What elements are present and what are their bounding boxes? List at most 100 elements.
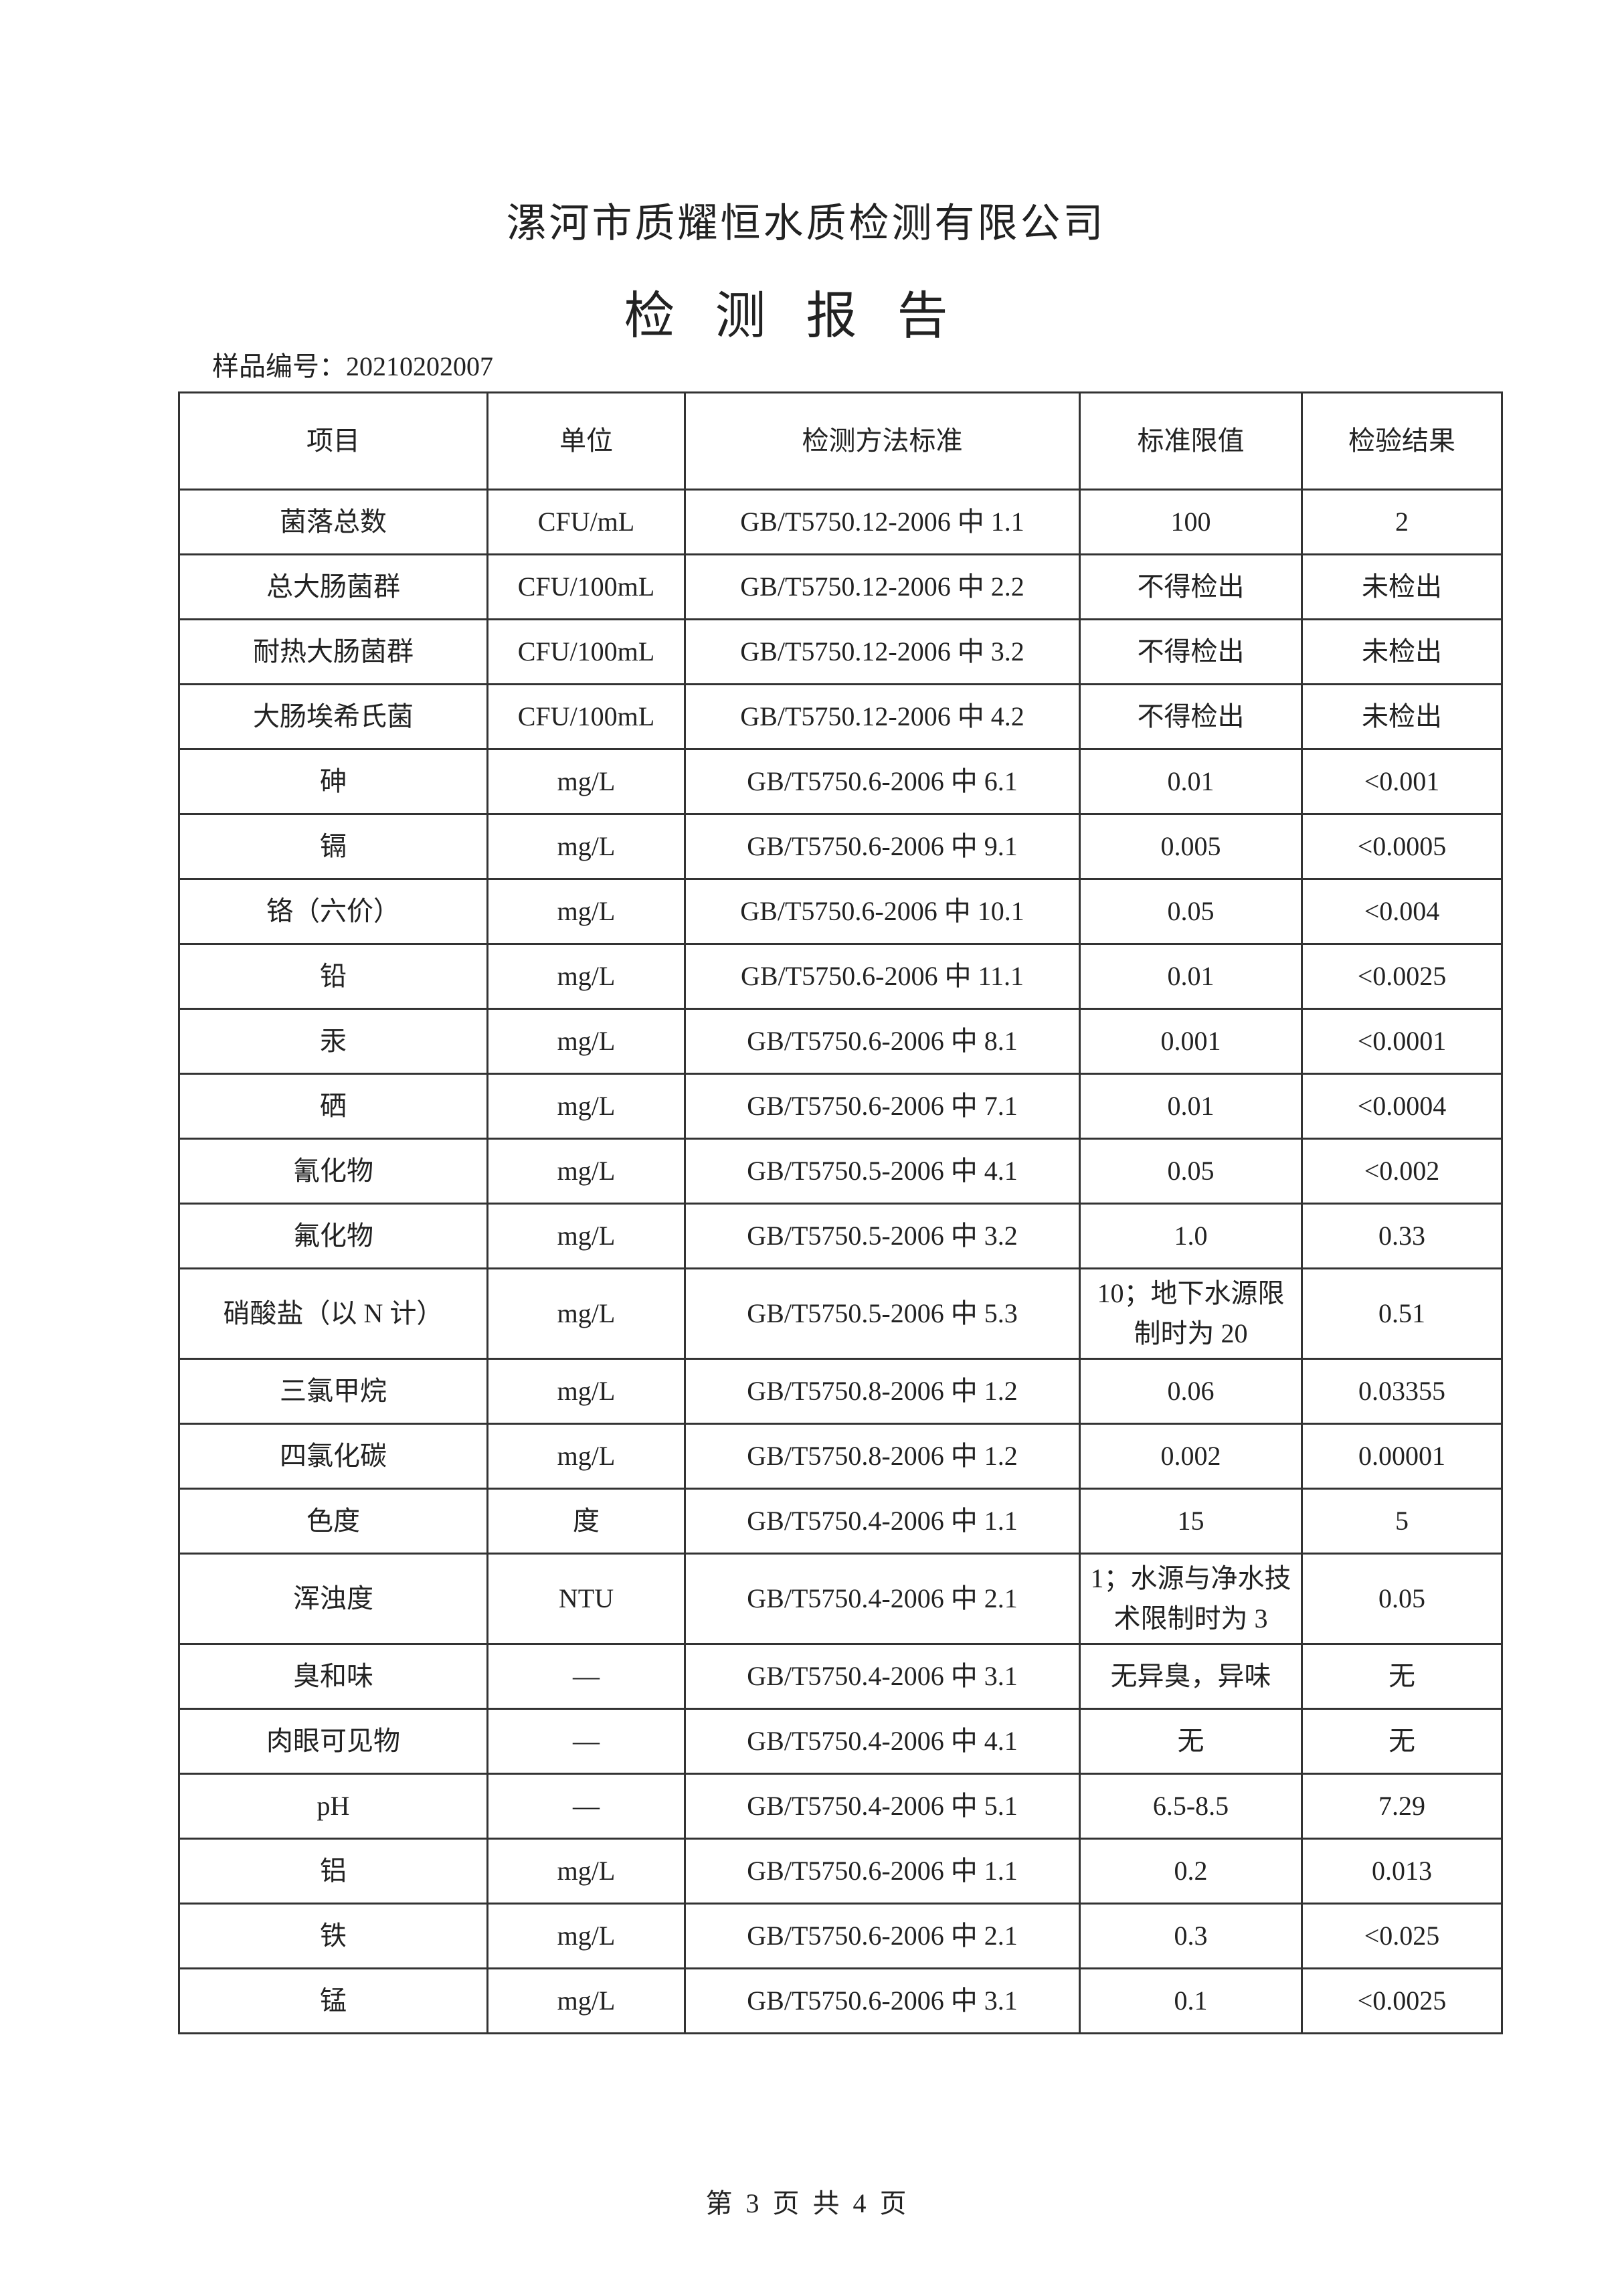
table-row: 氰化物 mg/L GB/T5750.5-2006 中 4.1 0.05 <0.002 bbox=[178, 1138, 1503, 1205]
table-cell: 无 bbox=[1301, 1643, 1503, 1710]
table-cell: mg/L bbox=[486, 1903, 686, 1969]
table-cell: 未检出 bbox=[1301, 618, 1503, 685]
table-cell: mg/L bbox=[486, 748, 686, 815]
table-cell: GB/T5750.6-2006 中 3.1 bbox=[684, 1967, 1081, 2034]
table-cell: 0.06 bbox=[1079, 1358, 1303, 1425]
table-cell: 0.00001 bbox=[1301, 1423, 1503, 1490]
table-cell: <0.0001 bbox=[1301, 1008, 1503, 1075]
table-cell: GB/T5750.4-2006 中 5.1 bbox=[684, 1773, 1081, 1840]
column-header: 单位 bbox=[486, 391, 686, 491]
table-cell: GB/T5750.5-2006 中 4.1 bbox=[684, 1138, 1081, 1205]
table-row: 肉眼可见物 — GB/T5750.4-2006 中 4.1 无无 bbox=[178, 1708, 1503, 1775]
table-cell: 0.05 bbox=[1301, 1553, 1503, 1645]
table-row: 色度度 GB/T5750.4-2006 中 1.1 15 5 bbox=[178, 1488, 1503, 1555]
table-cell: 大肠埃希氏菌 bbox=[178, 683, 488, 750]
table-cell: 镉 bbox=[178, 813, 488, 880]
table-cell: GB/T5750.6-2006 中 10.1 bbox=[684, 878, 1081, 945]
table-cell: GB/T5750.6-2006 中 7.1 bbox=[684, 1073, 1081, 1140]
table-cell: <0.001 bbox=[1301, 748, 1503, 815]
table-row: 菌落总数 CFU/mL GB/T5750.12-2006 中 1.1 100 2 bbox=[178, 489, 1503, 555]
table-cell: 0.01 bbox=[1079, 1073, 1303, 1140]
table-cell: 铝 bbox=[178, 1838, 488, 1905]
header-row: 项目 单位 检测方法标准 标准限值 检验结果 bbox=[178, 391, 1503, 491]
table-cell: <0.0005 bbox=[1301, 813, 1503, 880]
page-number: 第 3 页 共 4 页 bbox=[705, 2188, 907, 2218]
table-cell: 四氯化碳 bbox=[178, 1423, 488, 1490]
table-cell: mg/L bbox=[486, 1138, 686, 1205]
table-cell: 未检出 bbox=[1301, 683, 1503, 750]
table-row: 砷 mg/L GB/T5750.6-2006 中 6.1 0.01 <0.001 bbox=[178, 748, 1503, 815]
table-cell: GB/T5750.4-2006 中 4.1 bbox=[684, 1708, 1081, 1775]
table-cell: 氟化物 bbox=[178, 1203, 488, 1269]
table-cell: GB/T5750.6-2006 中 9.1 bbox=[684, 813, 1081, 880]
column-header: 标准限值 bbox=[1079, 391, 1303, 491]
table-cell: 7.29 bbox=[1301, 1773, 1503, 1840]
table-cell: CFU/100mL bbox=[486, 683, 686, 750]
table-cell: 无异臭，异味 bbox=[1079, 1643, 1303, 1710]
table-cell: mg/L bbox=[486, 813, 686, 880]
table-cell: 氰化物 bbox=[178, 1138, 488, 1205]
table-cell: mg/L bbox=[486, 1838, 686, 1905]
table-cell: 10；地下水源限制时为 20 bbox=[1079, 1267, 1303, 1360]
table-cell: — bbox=[486, 1708, 686, 1775]
table-cell: 1；水源与净水技术限制时为 3 bbox=[1079, 1553, 1303, 1645]
table-cell: 不得检出 bbox=[1079, 683, 1303, 750]
table-cell: 0.1 bbox=[1079, 1967, 1303, 2034]
table-cell: CFU/100mL bbox=[486, 553, 686, 620]
table-cell: GB/T5750.12-2006 中 3.2 bbox=[684, 618, 1081, 685]
table-cell: 0.2 bbox=[1079, 1838, 1303, 1905]
table-cell: 15 bbox=[1079, 1488, 1303, 1555]
table-cell: GB/T5750.6-2006 中 8.1 bbox=[684, 1008, 1081, 1075]
table-cell: pH bbox=[178, 1773, 488, 1840]
table-cell: mg/L bbox=[486, 878, 686, 945]
table-cell: mg/L bbox=[486, 1008, 686, 1075]
table-cell: 肉眼可见物 bbox=[178, 1708, 488, 1775]
table-cell: <0.0025 bbox=[1301, 1967, 1503, 2034]
table-cell: 铅 bbox=[178, 943, 488, 1010]
table-cell: 0.33 bbox=[1301, 1203, 1503, 1269]
column-header: 检验结果 bbox=[1301, 391, 1503, 491]
table-row: 大肠埃希氏菌 CFU/100mL GB/T5750.12-2006 中 4.2 不得检… bbox=[178, 683, 1503, 750]
table-cell: 锰 bbox=[178, 1967, 488, 2034]
table-cell: — bbox=[486, 1773, 686, 1840]
table-cell: 硝酸盐（以 N 计） bbox=[178, 1267, 488, 1360]
report-title: 检测报告 bbox=[624, 288, 988, 345]
table-cell: 100 bbox=[1079, 489, 1303, 555]
table-cell: 硒 bbox=[178, 1073, 488, 1140]
table-cell: 0.005 bbox=[1079, 813, 1303, 880]
table-row: 铬（六价） mg/L GB/T5750.6-2006 中 10.1 0.05 <0.00… bbox=[178, 878, 1503, 945]
table-cell: 1.0 bbox=[1079, 1203, 1303, 1269]
column-header: 项目 bbox=[178, 391, 488, 491]
table-cell: 无 bbox=[1079, 1708, 1303, 1775]
table-cell: 0.01 bbox=[1079, 748, 1303, 815]
table-cell: 浑浊度 bbox=[178, 1553, 488, 1645]
table-cell: 0.001 bbox=[1079, 1008, 1303, 1075]
table-cell: 汞 bbox=[178, 1008, 488, 1075]
table-cell: CFU/mL bbox=[486, 489, 686, 555]
table-row: 硒 mg/L GB/T5750.6-2006 中 7.1 0.01 <0.0004 bbox=[178, 1073, 1503, 1140]
table-cell: mg/L bbox=[486, 943, 686, 1010]
table-cell: 不得检出 bbox=[1079, 618, 1303, 685]
table-cell: 0.03355 bbox=[1301, 1358, 1503, 1425]
table-row: 耐热大肠菌群 CFU/100mL GB/T5750.12-2006 中 3.2 不得检… bbox=[178, 618, 1503, 685]
table-row: 四氯化碳 mg/L GB/T5750.8-2006 中 1.2 0.002 0.0000… bbox=[178, 1423, 1503, 1490]
table-cell: 无 bbox=[1301, 1708, 1503, 1775]
table-cell: 耐热大肠菌群 bbox=[178, 618, 488, 685]
table-cell: 0.05 bbox=[1079, 1138, 1303, 1205]
table-cell: NTU bbox=[486, 1553, 686, 1645]
table-cell: 5 bbox=[1301, 1488, 1503, 1555]
table-cell: GB/T5750.6-2006 中 6.1 bbox=[684, 748, 1081, 815]
table-cell: 色度 bbox=[178, 1488, 488, 1555]
table-cell: GB/T5750.12-2006 中 1.1 bbox=[684, 489, 1081, 555]
table-cell: GB/T5750.12-2006 中 4.2 bbox=[684, 683, 1081, 750]
table-cell: mg/L bbox=[486, 1267, 686, 1360]
table-cell: <0.025 bbox=[1301, 1903, 1503, 1969]
table-row: 三氯甲烷 mg/L GB/T5750.8-2006 中 1.2 0.06 0.03355 bbox=[178, 1358, 1503, 1425]
table-cell: 0.51 bbox=[1301, 1267, 1503, 1360]
table-cell: GB/T5750.6-2006 中 2.1 bbox=[684, 1903, 1081, 1969]
table-cell: GB/T5750.6-2006 中 11.1 bbox=[684, 943, 1081, 1010]
table-cell: GB/T5750.6-2006 中 1.1 bbox=[684, 1838, 1081, 1905]
results-table: 项目 单位 检测方法标准 标准限值 检验结果 菌落总数 CFU/mL GB/T5750.12… bbox=[178, 391, 1503, 2034]
table-cell: 0.01 bbox=[1079, 943, 1303, 1010]
